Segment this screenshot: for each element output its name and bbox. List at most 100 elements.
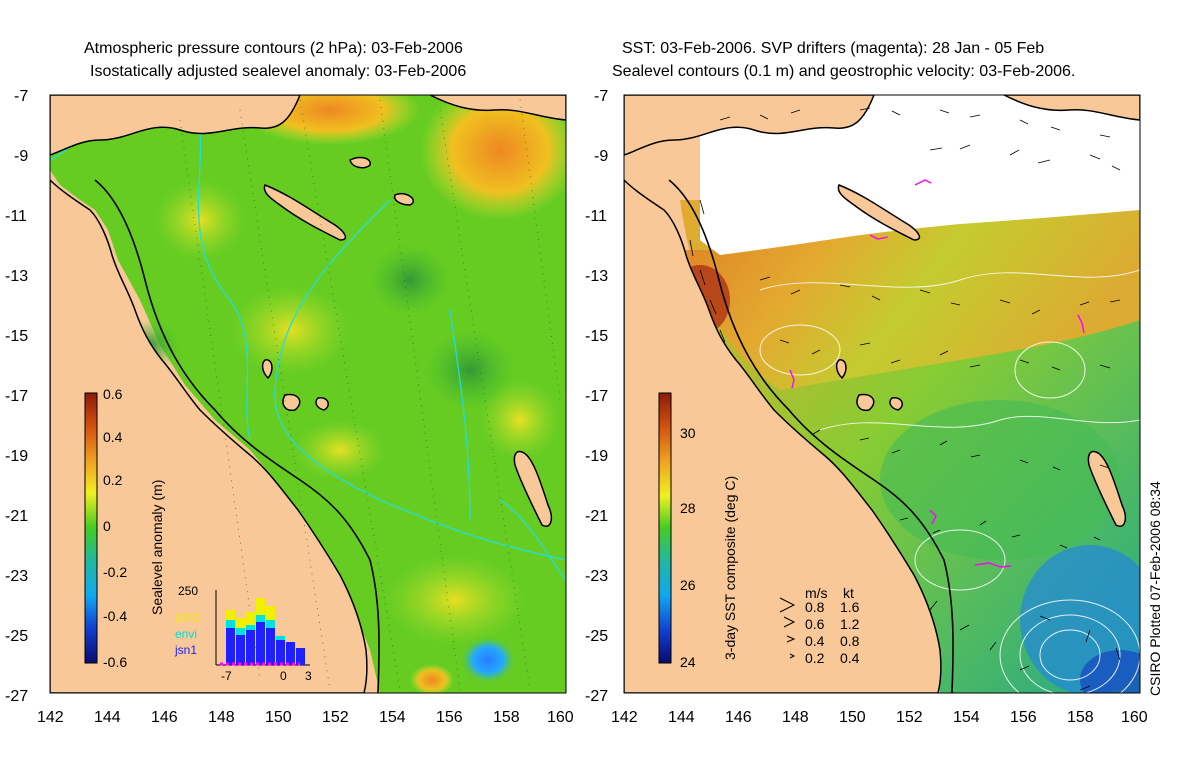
left-png-coast	[50, 95, 301, 156]
right-lon-tick-3: 148	[782, 709, 809, 726]
histogram-bars	[226, 598, 305, 665]
left-cb-tick-3: 0	[103, 518, 111, 534]
geostrophic-velocity-arrows	[689, 107, 1121, 691]
velocity-legend-ms-0: 0.8	[805, 599, 825, 615]
velocity-legend-ms-3: 0.2	[805, 650, 825, 666]
pressure-contour-1	[189, 95, 251, 441]
left-lat-tick-5: -17	[5, 388, 28, 405]
right-title-line1: SST: 03-Feb-2006. SVP drifters (magenta)…	[622, 40, 1045, 57]
left-lat-tick-10: -27	[5, 688, 28, 705]
left-lat-tick-6: -19	[5, 448, 28, 465]
right-lon-tick-7: 156	[1010, 709, 1037, 726]
right-title-line2: Sealevel contours (0.1 m) and geostrophi…	[612, 63, 1076, 80]
left-lat-tick-1: -9	[14, 148, 28, 165]
left-lat-tick-2: -11	[5, 208, 27, 225]
right-cb-tick-3: 24	[680, 654, 696, 670]
left-cb-tick-6: -0.6	[103, 654, 127, 670]
left-island-vanuatu3	[315, 397, 329, 411]
left-map	[50, 95, 566, 693]
left-colorbar-ticks: 0.6 0.4 0.2 0 -0.2 -0.4 -0.6	[103, 386, 127, 670]
left-island-vanuatu2	[282, 393, 301, 412]
left-lon-tick-0: 142	[37, 709, 64, 726]
sla-dark-2	[425, 330, 515, 410]
left-shelf-edge	[94, 179, 380, 693]
velocity-legend-kt-1: 1.2	[840, 616, 860, 632]
left-lat-ticks: -7 -9 -11 -13 -15 -17 -19 -21 -23 -25 -2…	[5, 88, 28, 705]
right-lon-tick-0: 142	[611, 709, 638, 726]
right-colorbar	[658, 392, 672, 664]
left-title-line2: Isostatically adjusted sealevel anomaly:…	[90, 63, 467, 80]
left-lon-tick-1: 144	[94, 709, 121, 726]
right-lon-tick-2: 146	[725, 709, 752, 726]
right-island-vanuatu1	[835, 359, 847, 380]
left-cb-tick-2: 0.2	[103, 472, 123, 488]
right-lon-tick-4: 150	[839, 709, 866, 726]
sla-dark-1	[370, 245, 450, 315]
left-lat-tick-7: -21	[5, 508, 28, 525]
right-lat-tick-2: -11	[585, 208, 607, 225]
left-lat-tick-3: -13	[5, 268, 28, 285]
velocity-legend-kt-0: 1.6	[840, 599, 860, 615]
plot-credit: CSIRO Plotted 07-Feb-2006 08:34	[1147, 481, 1163, 696]
right-island-vanuatu2	[856, 393, 875, 412]
histogram-legend-gfo: GFO	[175, 611, 201, 625]
left-lon-tick-8: 158	[493, 709, 520, 726]
pressure-contour-6	[449, 309, 471, 521]
left-lon-tick-2: 146	[151, 709, 178, 726]
histogram-x-label-2: 3	[305, 669, 312, 683]
sealevel-contours	[759, 269, 1140, 693]
right-lat-tick-7: -21	[585, 508, 608, 525]
right-lon-ticks: 142 144 146 148 150 152 154 156 158 160	[611, 709, 1148, 726]
sst-green-zone	[880, 400, 1120, 560]
right-lat-ticks: -7 -9 -11 -13 -15 -17 -19 -21 -23 -25 -2…	[585, 88, 608, 705]
velocity-legend-kt-2: 0.8	[840, 633, 860, 649]
left-cb-tick-0: 0.6	[103, 386, 123, 402]
right-new-caledonia	[1087, 450, 1127, 527]
altimeter-histogram: 250 -7 0 3 GFO envi jsn1	[174, 584, 312, 683]
right-lat-tick-10: -27	[585, 688, 608, 705]
right-islands-ne	[1003, 95, 1140, 121]
left-lat-tick-0: -7	[14, 88, 28, 105]
left-island-vanuatu1	[261, 359, 273, 380]
pressure-contour-7	[499, 499, 566, 581]
right-lat-tick-4: -15	[585, 328, 608, 345]
right-lat-tick-8: -23	[585, 568, 608, 585]
right-ocean-warm-band	[680, 205, 1140, 390]
left-island-small2	[393, 193, 415, 206]
left-colorbar-label: Sealevel anomaly (m)	[149, 480, 165, 615]
left-lat-tick-9: -25	[5, 628, 28, 645]
left-lon-ticks: 142 144 146 148 150 152 154 156 158 160	[37, 709, 574, 726]
left-cb-tick-5: -0.4	[103, 608, 127, 624]
left-lon-tick-5: 152	[322, 709, 349, 726]
left-colorbar	[84, 392, 98, 664]
velocity-legend-header-kt: kt	[843, 585, 854, 601]
right-australia	[624, 178, 942, 693]
sla-low-eddy	[460, 636, 516, 684]
right-lat-tick-6: -19	[585, 448, 608, 465]
right-map	[624, 95, 1140, 693]
velocity-legend-header-ms: m/s	[805, 585, 828, 601]
right-lat-tick-3: -13	[585, 268, 608, 285]
right-shelf-edge	[668, 179, 954, 693]
sla-high-south	[410, 664, 454, 693]
histogram-x-label-0: -7	[221, 669, 232, 683]
left-lat-tick-8: -23	[5, 568, 28, 585]
sla-yellow-west	[155, 180, 245, 260]
right-lon-tick-1: 144	[668, 709, 695, 726]
left-islands-ne	[429, 95, 566, 121]
pressure-contour-2	[274, 199, 566, 561]
right-lon-tick-5: 152	[896, 709, 923, 726]
right-map-frame	[623, 94, 1141, 694]
velocity-legend-ms-2: 0.4	[805, 633, 825, 649]
histogram-legend-jsn1: jsn1	[174, 643, 197, 657]
right-lat-tick-0: -7	[594, 88, 608, 105]
sla-high-northeast	[420, 95, 566, 220]
right-lat-tick-5: -17	[585, 388, 608, 405]
velocity-legend-kt-3: 0.4	[840, 650, 860, 666]
right-cb-tick-0: 30	[680, 425, 696, 441]
svp-drifters	[789, 179, 1085, 568]
histogram-legend-envi: envi	[175, 627, 197, 641]
velocity-legend-ms-1: 0.6	[805, 616, 825, 632]
sla-yellow-center	[230, 285, 350, 375]
